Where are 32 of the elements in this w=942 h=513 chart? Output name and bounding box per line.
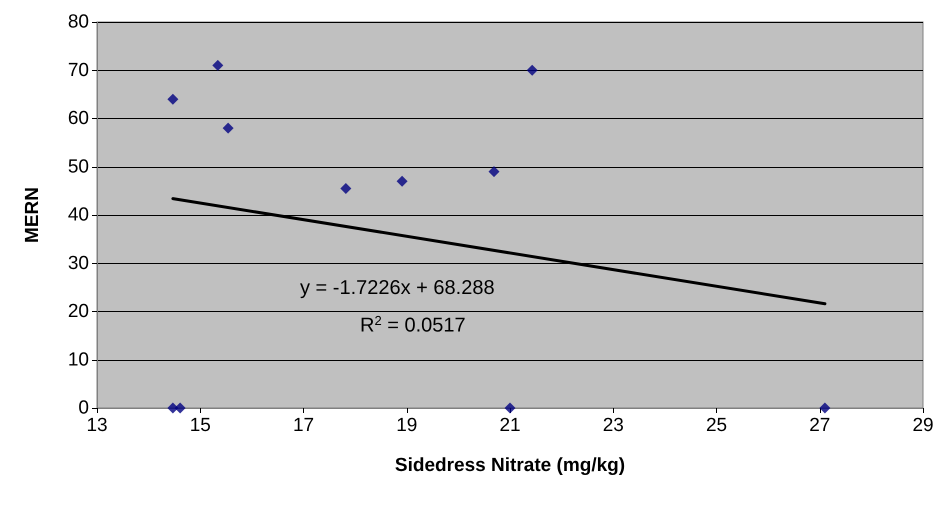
y-tick-label: 50 [68, 156, 89, 178]
x-tick-label: 27 [809, 415, 830, 436]
x-tick-label: 13 [86, 415, 108, 436]
y-tick-label: 10 [68, 349, 89, 370]
point [167, 402, 178, 414]
point [167, 94, 178, 105]
point [819, 402, 830, 414]
x-axis-title: Sidedress Nitrate (mg/kg) [394, 455, 626, 476]
point [488, 166, 500, 178]
annotation: y = -1.7226x + 68.288 [300, 277, 495, 299]
x-tick-label: 19 [396, 415, 418, 436]
y-axis-title: MERN [22, 187, 43, 243]
x-tick-label: 15 [190, 415, 211, 436]
y-tick-label: 30 [68, 252, 89, 274]
point [504, 402, 516, 414]
point [222, 122, 234, 134]
point [212, 60, 224, 71]
y-tick-label: 60 [68, 108, 89, 129]
x-tick-label: 21 [499, 415, 521, 436]
y-tick-label: 70 [68, 60, 89, 81]
y-tick-label: 40 [68, 204, 89, 226]
y-tick-label: 20 [68, 301, 89, 322]
x-tick-label: 23 [602, 415, 624, 436]
point [340, 182, 352, 194]
point [174, 402, 186, 414]
y-tick-label: 0 [78, 398, 89, 418]
y-tick-label: 80 [68, 12, 89, 32]
x-tick-label: 17 [292, 415, 314, 436]
point [396, 176, 408, 187]
x-tick-label: 25 [706, 415, 728, 436]
x-tick-label: 29 [912, 415, 934, 436]
point [526, 64, 538, 76]
